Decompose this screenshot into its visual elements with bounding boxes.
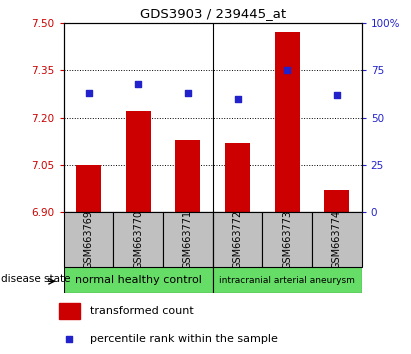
Text: GSM663774: GSM663774 xyxy=(332,210,342,269)
Bar xyxy=(64,267,213,293)
Bar xyxy=(312,212,362,267)
Text: normal healthy control: normal healthy control xyxy=(75,275,202,285)
Bar xyxy=(262,212,312,267)
Text: GSM663772: GSM663772 xyxy=(233,210,242,269)
Bar xyxy=(163,212,213,267)
Point xyxy=(284,68,291,73)
Bar xyxy=(275,33,300,212)
Bar xyxy=(59,303,79,319)
Bar xyxy=(113,212,163,267)
Text: transformed count: transformed count xyxy=(90,306,194,316)
Text: intracranial arterial aneurysm: intracranial arterial aneurysm xyxy=(219,275,355,285)
Text: GSM663769: GSM663769 xyxy=(83,210,94,269)
Bar xyxy=(175,140,200,212)
Bar xyxy=(76,165,101,212)
Bar xyxy=(126,112,150,212)
Point xyxy=(135,81,141,86)
Title: GDS3903 / 239445_at: GDS3903 / 239445_at xyxy=(140,7,286,21)
Text: GSM663773: GSM663773 xyxy=(282,210,292,269)
Bar xyxy=(225,143,250,212)
Bar xyxy=(213,267,362,293)
Bar xyxy=(213,212,262,267)
Bar xyxy=(324,190,349,212)
Point xyxy=(234,96,241,102)
Bar xyxy=(64,212,113,267)
Text: disease state: disease state xyxy=(1,274,71,284)
Point xyxy=(85,90,92,96)
Point xyxy=(66,336,72,341)
Text: GSM663771: GSM663771 xyxy=(183,210,193,269)
Text: percentile rank within the sample: percentile rank within the sample xyxy=(90,333,278,343)
Point xyxy=(185,90,191,96)
Text: GSM663770: GSM663770 xyxy=(133,210,143,269)
Point xyxy=(334,92,340,98)
